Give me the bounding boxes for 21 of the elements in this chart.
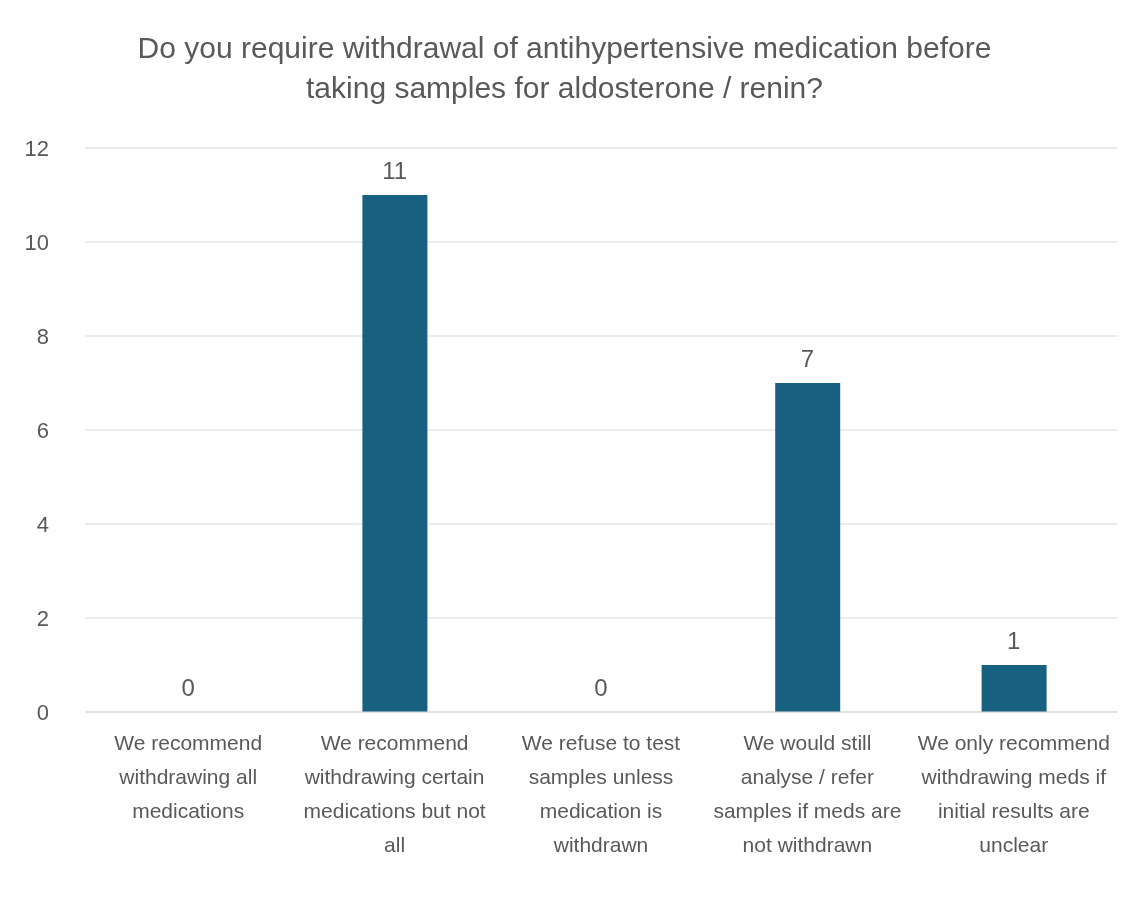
bar: [775, 383, 841, 712]
bar: [362, 195, 428, 712]
data-label: 0: [594, 674, 608, 701]
x-tick-label: We only recommend withdrawing meds if initial results are unclear: [917, 731, 1110, 856]
x-tick-label: We refuse to test samples unless medication is withdrawn: [521, 731, 681, 856]
data-label: 1: [1007, 627, 1021, 654]
y-tick-label: 2: [36, 605, 49, 631]
data-label: 11: [382, 157, 408, 184]
data-label: 0: [181, 674, 195, 701]
data-label: 7: [800, 345, 815, 372]
y-tick-label: 0: [36, 699, 49, 725]
y-tick-label: 6: [36, 417, 49, 443]
x-tick-label: We recommend withdrawing certain medications but not all: [303, 731, 486, 856]
y-tick-label: 8: [36, 323, 49, 349]
x-tick-label: We would still analyse / refer samples if meds are not withdrawn: [713, 731, 902, 856]
y-tick-label: 4: [36, 511, 49, 537]
y-tick-label: 12: [24, 135, 49, 161]
chart-title: Do you require withdrawal of antihypertensive medication before taking samples for aldosterone / renin?: [137, 31, 992, 104]
x-tick-label: We recommend withdrawing all medications: [114, 731, 263, 822]
bar: [981, 665, 1047, 712]
y-tick-label: 10: [24, 229, 49, 255]
